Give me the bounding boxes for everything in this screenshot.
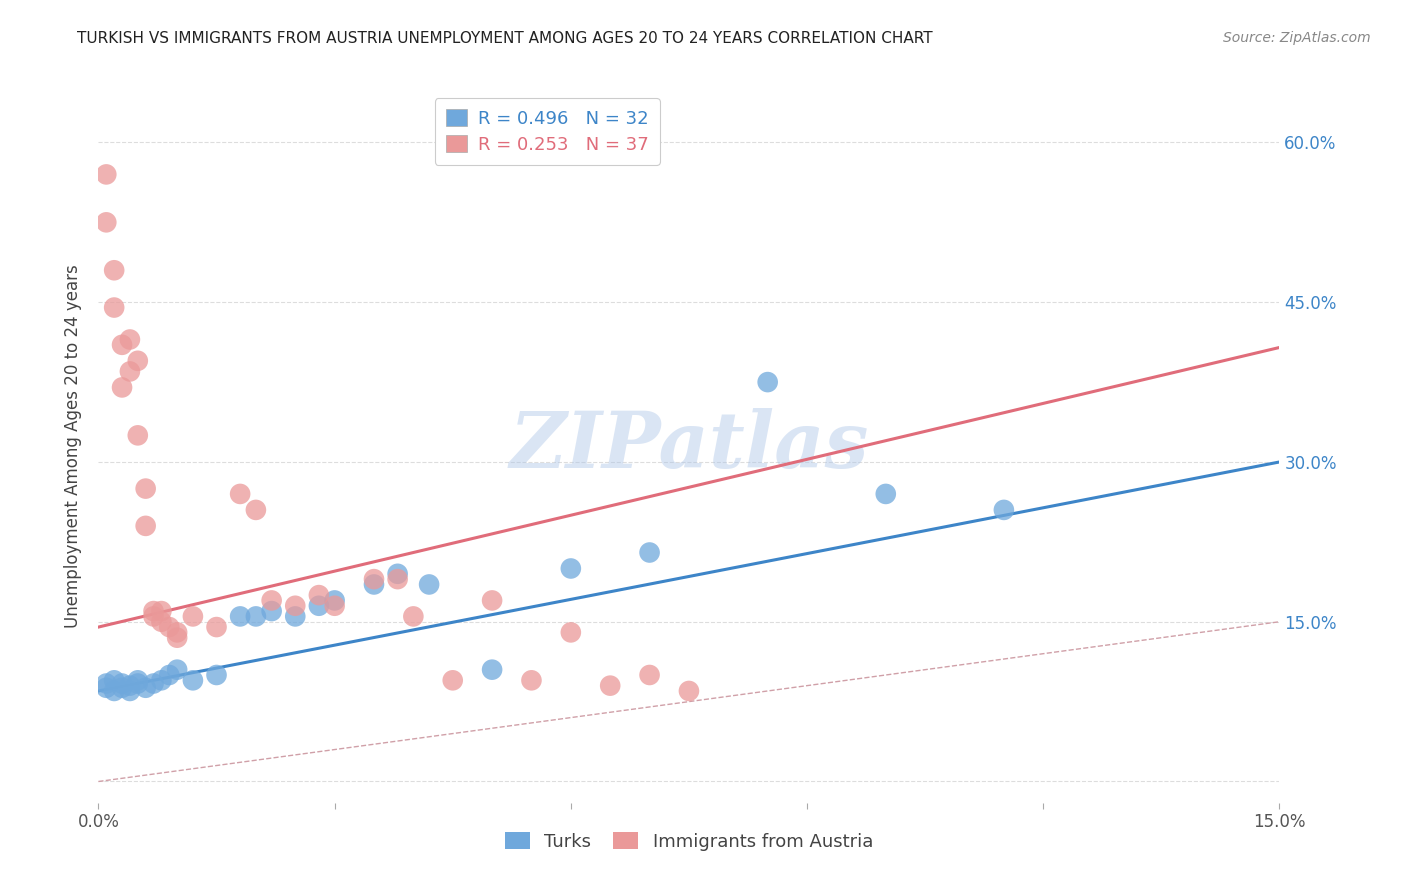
Point — [560, 625, 582, 640]
Point — [441, 673, 464, 688]
Point — [166, 663, 188, 677]
Text: ZIPatlas: ZIPatlas — [509, 408, 869, 484]
Point — [142, 676, 165, 690]
Point — [678, 684, 700, 698]
Point — [103, 673, 125, 688]
Point — [481, 593, 503, 607]
Point — [308, 588, 330, 602]
Point — [205, 620, 228, 634]
Point — [756, 375, 779, 389]
Point — [245, 609, 267, 624]
Point — [118, 364, 141, 378]
Point — [387, 566, 409, 581]
Point — [111, 681, 134, 695]
Point — [150, 673, 173, 688]
Text: Source: ZipAtlas.com: Source: ZipAtlas.com — [1223, 31, 1371, 45]
Point — [135, 681, 157, 695]
Point — [323, 593, 346, 607]
Point — [875, 487, 897, 501]
Point — [96, 168, 118, 182]
Point — [118, 679, 141, 693]
Point — [284, 609, 307, 624]
Point — [205, 668, 228, 682]
Point — [638, 545, 661, 559]
Point — [118, 333, 141, 347]
Point — [118, 684, 141, 698]
Point — [166, 631, 188, 645]
Point — [363, 572, 385, 586]
Point — [166, 625, 188, 640]
Point — [229, 609, 252, 624]
Point — [245, 503, 267, 517]
Point — [638, 668, 661, 682]
Point — [135, 482, 157, 496]
Point — [150, 615, 173, 629]
Text: TURKISH VS IMMIGRANTS FROM AUSTRIA UNEMPLOYMENT AMONG AGES 20 TO 24 YEARS CORREL: TURKISH VS IMMIGRANTS FROM AUSTRIA UNEMP… — [77, 31, 934, 46]
Point — [520, 673, 543, 688]
Point — [993, 503, 1015, 517]
Point — [142, 609, 165, 624]
Point — [323, 599, 346, 613]
Point — [181, 673, 204, 688]
Point — [142, 604, 165, 618]
Point — [111, 676, 134, 690]
Point — [103, 263, 125, 277]
Point — [127, 428, 149, 442]
Point — [229, 487, 252, 501]
Point — [103, 301, 125, 315]
Point — [111, 380, 134, 394]
Point — [181, 609, 204, 624]
Point — [96, 215, 118, 229]
Point — [363, 577, 385, 591]
Point — [260, 604, 283, 618]
Point — [387, 572, 409, 586]
Point — [127, 673, 149, 688]
Point — [127, 676, 149, 690]
Point — [157, 668, 180, 682]
Point — [402, 609, 425, 624]
Point — [308, 599, 330, 613]
Point — [599, 679, 621, 693]
Point — [150, 604, 173, 618]
Point — [111, 338, 134, 352]
Point — [135, 519, 157, 533]
Point — [96, 681, 118, 695]
Point — [284, 599, 307, 613]
Point — [157, 620, 180, 634]
Point — [103, 684, 125, 698]
Point — [418, 577, 440, 591]
Point — [560, 561, 582, 575]
Point — [481, 663, 503, 677]
Point — [127, 353, 149, 368]
Point — [260, 593, 283, 607]
Legend: Turks, Immigrants from Austria: Turks, Immigrants from Austria — [498, 825, 880, 858]
Y-axis label: Unemployment Among Ages 20 to 24 years: Unemployment Among Ages 20 to 24 years — [65, 264, 83, 628]
Point — [96, 676, 118, 690]
